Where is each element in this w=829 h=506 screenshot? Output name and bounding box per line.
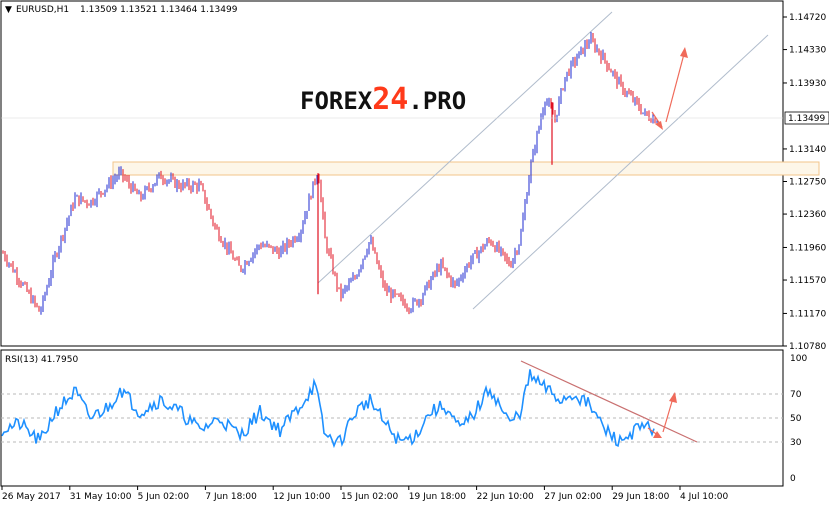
candlestick-series [2, 31, 658, 315]
rsi-down-arrow [647, 427, 662, 438]
forex24-watermark: FOREX24.PRO [300, 82, 466, 117]
time-tick-label: 5 Jun 02:00 [138, 492, 190, 502]
rsi-levels [1, 393, 783, 443]
price-tick-label: 1.11570 [789, 276, 826, 286]
price-down-arrow [651, 111, 663, 130]
rsi-trendline [520, 360, 698, 443]
rsi-up-arrow [662, 392, 677, 433]
price-tick-label: 1.11960 [789, 243, 826, 253]
watermark-part3: .PRO [408, 87, 466, 115]
price-tick-label: 1.14330 [789, 46, 826, 56]
time-tick-label: 22 Jun 10:00 [477, 492, 534, 502]
rsi-header: RSI(13) 41.7950 [5, 355, 78, 365]
price-tick-label: 1.12750 [789, 178, 826, 188]
price-up-arrow [665, 47, 688, 123]
price-tick-label: 1.13930 [789, 79, 826, 89]
price-tick-label: 1.13140 [789, 145, 826, 155]
price-tick-label: 1.14720 [789, 13, 826, 23]
time-tick-label: 19 Jun 18:00 [409, 492, 466, 502]
time-axis: 26 May 2017 31 May 10:00 5 Jun 02:00 7 Jun … [1, 486, 729, 502]
symbol-header-arrow[interactable]: ▼ [5, 5, 12, 15]
rsi-tick-label: 30 [790, 438, 802, 448]
time-tick-label: 15 Jun 02:00 [341, 492, 398, 502]
watermark-part1: FOREX [300, 87, 373, 115]
channel-upper-line [317, 11, 613, 284]
rsi-tick-label: 0 [790, 474, 796, 484]
rsi-axis: 100 70 50 30 0 [790, 354, 807, 484]
channel-lower-line [472, 34, 769, 310]
time-tick-label: 7 Jun 18:00 [205, 492, 257, 502]
time-tick-label: 26 May 2017 [2, 492, 61, 502]
rsi-tick-label: 70 [790, 390, 802, 400]
rsi-line [1, 369, 655, 449]
price-tick-label: 1.11170 [789, 309, 826, 319]
price-tick-label: 1.12360 [789, 210, 826, 220]
watermark-part2: 24 [372, 82, 408, 117]
time-tick-label: 29 Jun 18:00 [612, 492, 669, 502]
price-axis: 1.14720 1.14330 1.13930 1.13140 1.12750 1.123… [783, 13, 826, 352]
time-tick-label: 4 Jul 10:00 [680, 492, 729, 502]
resistance-zone [112, 161, 820, 176]
time-tick-label: 31 May 10:00 [70, 492, 132, 502]
current-price-badge [784, 111, 829, 125]
rsi-tick-label: 50 [790, 414, 802, 424]
symbol-header: EURUSD,H1 [16, 5, 69, 15]
ohlc-values: 1.13509 1.13521 1.13464 1.13499 [80, 5, 238, 15]
rsi-tick-label: 100 [790, 354, 807, 364]
price-tick-label: 1.10780 [789, 342, 826, 352]
time-tick-label: 12 Jun 10:00 [273, 492, 330, 502]
time-tick-label: 27 Jun 02:00 [544, 492, 601, 502]
current-price-label: 1.13499 [788, 114, 825, 124]
